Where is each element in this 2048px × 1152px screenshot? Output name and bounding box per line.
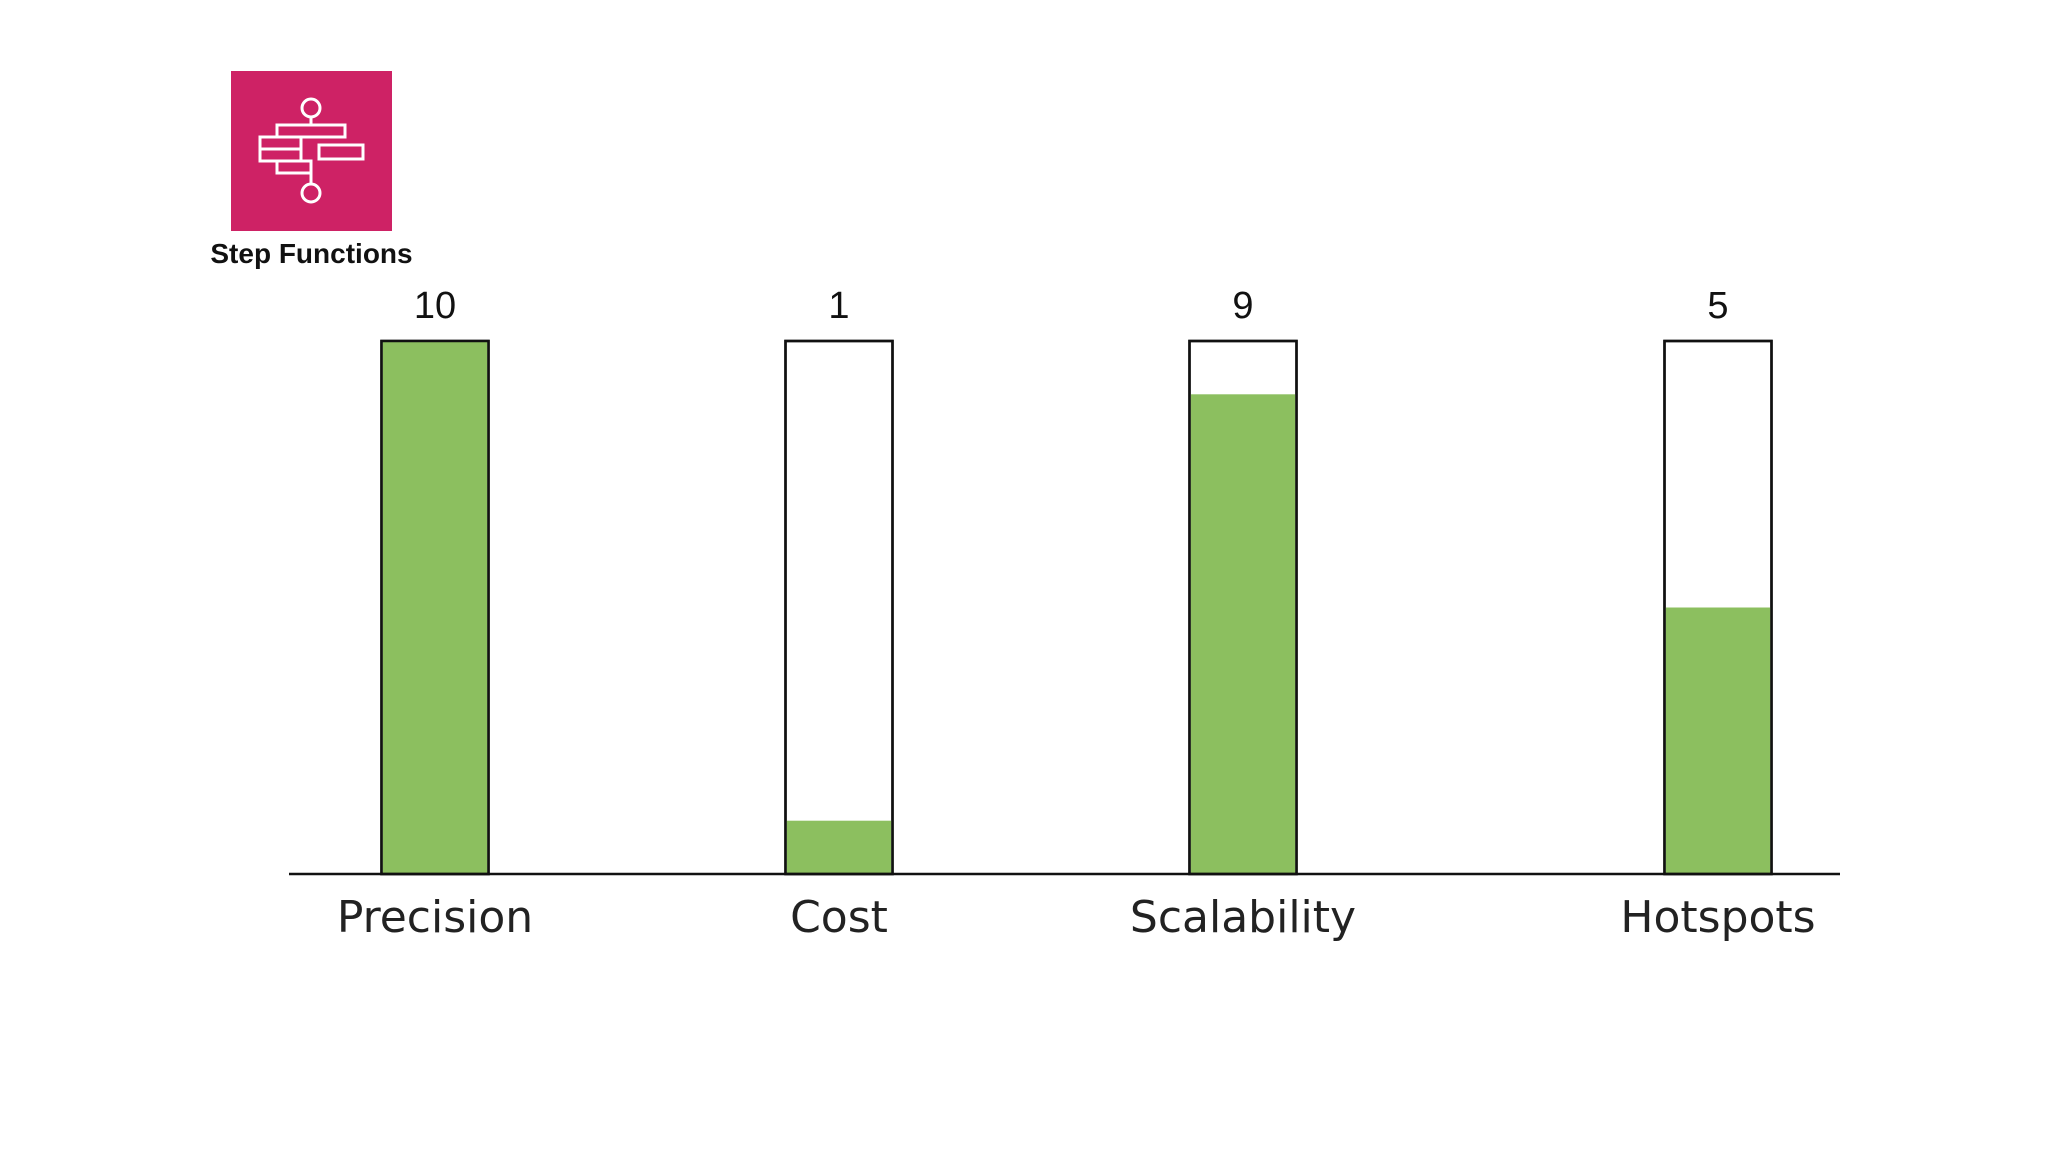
category-label: Cost (790, 892, 888, 943)
step-functions-icon (231, 71, 392, 231)
bar (1190, 394, 1296, 874)
bar-frame (784, 339, 894, 876)
bar (1665, 607, 1771, 874)
category-label: Precision (337, 892, 533, 943)
step-functions-logo (231, 71, 392, 231)
data-label: 10 (414, 285, 456, 327)
logo-label: Step Functions (210, 238, 413, 269)
category-label: Scalability (1130, 892, 1356, 943)
category-label: Hotspots (1620, 892, 1815, 943)
data-label: 9 (1232, 285, 1253, 327)
bar (382, 341, 488, 874)
bar (786, 820, 892, 874)
data-label: 5 (1707, 285, 1728, 327)
data-label: 1 (828, 285, 849, 327)
